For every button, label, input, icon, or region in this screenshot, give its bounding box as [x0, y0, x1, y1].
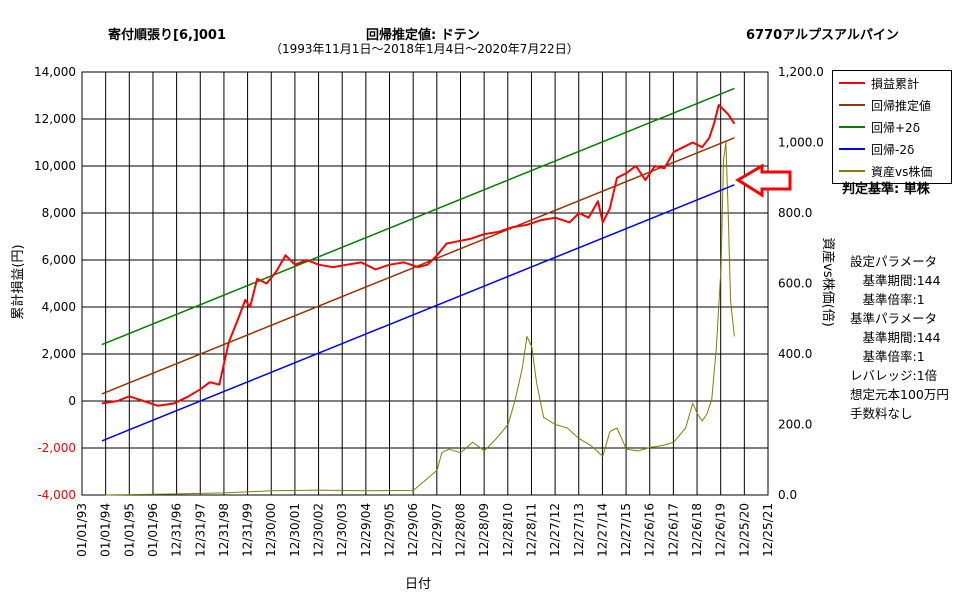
y-tick-label-left: 12,000	[34, 112, 76, 126]
y-tick-label-left: 10,000	[34, 159, 76, 173]
y-tick-label-right: 0.0	[778, 488, 797, 502]
parameter-list: 設定パラメータ 基準期間:144 基準倍率:1 基準パラメータ 基準期間:144…	[850, 252, 949, 423]
legend-item-cum: 損益累計	[833, 73, 951, 93]
axes	[81, 71, 769, 496]
param-line: 基準倍率:1	[850, 292, 925, 307]
right-title: 6770アルプスアルパイン	[746, 28, 899, 43]
x-tick-label: 12/26/16	[643, 503, 657, 557]
series-line-3	[101, 184, 735, 442]
y-tick-label-left: 4,000	[42, 300, 76, 314]
legend-swatch	[839, 126, 865, 128]
legend-swatch	[839, 104, 865, 106]
x-tick-label: 12/28/10	[501, 503, 515, 557]
param-line: 基準期間:144	[850, 330, 941, 345]
x-tick-label: 12/27/14	[595, 503, 609, 557]
x-tick-label: 12/27/15	[619, 503, 633, 557]
x-tick-label: 12/31/97	[193, 503, 207, 557]
x-tick-label: 12/27/13	[572, 503, 586, 557]
x-tick-label: 12/30/03	[335, 503, 349, 557]
y-tick-label-left: 14,000	[34, 65, 76, 79]
x-tick-label: 12/30/00	[264, 503, 278, 557]
legend-swatch	[839, 148, 865, 150]
y-tick-label-right: 400.0	[778, 347, 812, 361]
series-line-2	[101, 87, 735, 346]
y-axis-label-right: 資産vs株価(倍)	[820, 237, 836, 327]
x-tick-label: 12/30/01	[288, 503, 302, 557]
y-tick-label-left: 0	[68, 394, 76, 408]
legend-item-reg: 回帰推定値	[833, 95, 951, 115]
series-line-0	[101, 103, 736, 407]
param-line: 基準パラメータ	[850, 311, 938, 326]
y-axis-label-left: 累計損益(円)	[10, 244, 26, 319]
x-tick-label: 12/25/21	[761, 503, 775, 557]
x-tick-label: 12/26/19	[714, 503, 728, 557]
center-title: 回帰推定値: ドテン	[366, 28, 480, 43]
legend-swatch	[839, 170, 865, 172]
x-tick-label: 12/28/11	[524, 503, 538, 557]
y-tick-label-right: 1,000.0	[778, 136, 824, 150]
legend-label: 回帰-2δ	[871, 143, 915, 157]
x-tick-label: 12/25/20	[737, 503, 751, 557]
x-axis-label: 日付	[405, 577, 431, 592]
x-tick-label: 12/31/98	[217, 503, 231, 557]
x-tick-label: 12/27/12	[548, 503, 562, 557]
legend-swatch	[839, 82, 865, 84]
y-tick-label-right: 600.0	[778, 277, 812, 291]
x-tick-label: 12/31/99	[241, 503, 255, 557]
y-tick-label-left: -4,000	[37, 488, 76, 502]
x-tick-label: 12/26/18	[690, 503, 704, 557]
legend: 損益累計 回帰推定値 回帰+2δ 回帰-2δ 資産vs株価	[832, 70, 952, 184]
arrow-marker	[735, 163, 792, 198]
x-tick-label: 12/28/08	[453, 503, 467, 557]
legend-label: 回帰+2δ	[871, 121, 921, 135]
tick-labels: -4,000 -2,000 0 2,000 4,000 6,000 8,000 10,000 1…	[34, 65, 824, 557]
center-subtitle: （1993年11月1日～2018年1月4日～2020年7月22日）	[270, 42, 579, 56]
left-title: 寄付順張り[6,]001	[108, 28, 227, 43]
param-line: レバレッジ:1倍	[850, 368, 938, 383]
y-tick-label-left: 6,000	[42, 253, 76, 267]
legend-label: 回帰推定値	[871, 99, 932, 113]
y-tick-label-left: -2,000	[37, 441, 76, 455]
y-tick-label-left: 2,000	[42, 347, 76, 361]
x-tick-label: 01/01/95	[122, 503, 136, 557]
param-line: 基準期間:144	[850, 273, 941, 288]
x-tick-label: 01/01/96	[146, 503, 160, 557]
judge-criterion: 判定基準: 単株	[842, 182, 930, 197]
param-line: 手数料なし	[850, 406, 913, 421]
grid-lines	[81, 71, 769, 496]
legend-item-plus: 回帰+2δ	[833, 117, 951, 137]
param-line: 想定元本100万円	[850, 387, 949, 402]
plot-background	[82, 72, 768, 495]
x-tick-label: 12/29/07	[430, 503, 444, 557]
x-tick-label: 12/26/17	[666, 503, 680, 557]
x-tick-label: 12/29/05	[383, 503, 397, 557]
series-line-1	[101, 137, 735, 395]
y-tick-label-left: 8,000	[42, 206, 76, 220]
legend-item-minus: 回帰-2δ	[833, 139, 951, 159]
series-lines	[101, 87, 736, 496]
y-tick-label-right: 1,200.0	[778, 65, 824, 79]
x-tick-label: 12/28/09	[477, 503, 491, 557]
param-line: 設定パラメータ	[850, 254, 938, 269]
series-line-4	[105, 142, 735, 496]
x-tick-label: 12/29/06	[406, 503, 420, 557]
y-tick-label-right: 800.0	[778, 206, 812, 220]
x-tick-label: 01/01/93	[75, 503, 89, 557]
x-tick-label: 01/01/94	[99, 503, 113, 557]
plot-frame	[81, 71, 769, 496]
y-tick-label-right: 200.0	[778, 418, 812, 432]
legend-item-ratio: 資産vs株価	[833, 161, 951, 181]
param-line: 基準倍率:1	[850, 349, 925, 364]
legend-label: 資産vs株価	[871, 165, 933, 179]
x-tick-label: 12/31/96	[170, 503, 184, 557]
x-tick-label: 12/29/04	[359, 503, 373, 557]
legend-label: 損益累計	[871, 77, 920, 91]
x-tick-label: 12/30/02	[312, 503, 326, 557]
